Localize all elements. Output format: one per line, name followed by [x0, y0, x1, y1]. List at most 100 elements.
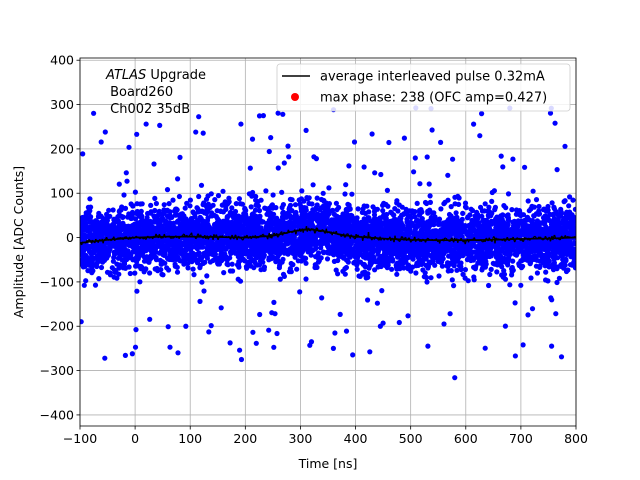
blue-data-point: [528, 275, 534, 281]
blue-data-point: [536, 228, 543, 234]
blue-data-point: [384, 187, 390, 193]
blue-data-point: [182, 205, 188, 211]
blue-data-point: [341, 220, 347, 226]
blue-data-point: [518, 282, 524, 288]
blue-data-point: [198, 244, 204, 250]
blue-data-point: [554, 167, 560, 173]
blue-data-point: [239, 201, 246, 207]
blue-data-point: [271, 344, 277, 350]
blue-data-point: [312, 207, 318, 213]
blue-data-point: [425, 343, 431, 349]
blue-data-point: [196, 217, 202, 223]
blue-data-point: [501, 245, 507, 251]
blue-data-point: [155, 219, 162, 225]
blue-data-point: [177, 154, 183, 160]
blue-data-point: [364, 203, 370, 209]
blue-data-point: [520, 257, 526, 263]
blue-data-point: [426, 181, 432, 187]
blue-data-point: [132, 189, 138, 195]
blue-data-point: [87, 196, 93, 202]
blue-data-point: [255, 199, 261, 205]
blue-data-point: [289, 197, 295, 203]
blue-data-point: [516, 212, 523, 218]
blue-data-point: [366, 265, 372, 271]
blue-data-point: [567, 194, 573, 200]
blue-data-point: [176, 193, 182, 200]
blue-data-point: [178, 213, 184, 219]
blue-data-point: [486, 282, 492, 289]
blue-data-point: [518, 218, 524, 224]
blue-data-point: [534, 270, 541, 276]
blue-data-point: [147, 316, 153, 322]
blue-data-point: [83, 210, 89, 216]
blue-data-point: [527, 261, 533, 267]
blue-data-point: [214, 256, 221, 262]
blue-data-point: [353, 249, 359, 255]
blue-data-point: [445, 172, 451, 178]
blue-data-point: [141, 243, 148, 249]
blue-data-point: [164, 239, 170, 245]
blue-data-point: [438, 206, 444, 212]
blue-data-point: [132, 344, 139, 350]
blue-data-point: [390, 251, 396, 257]
blue-data-point: [553, 311, 559, 317]
blue-data-point: [216, 261, 222, 267]
blue-data-point: [226, 195, 232, 201]
blue-data-point: [170, 257, 176, 263]
blue-data-point: [423, 253, 429, 259]
blue-data-point: [491, 188, 497, 194]
blue-data-point: [253, 243, 259, 249]
blue-data-point: [279, 189, 285, 195]
blue-data-point: [381, 220, 387, 227]
blue-data-point: [374, 300, 380, 306]
blue-data-point: [447, 311, 453, 317]
blue-data-point: [393, 262, 399, 268]
blue-data-point: [205, 193, 211, 199]
blue-data-point: [275, 225, 281, 231]
blue-data-point: [271, 299, 277, 305]
blue-data-point: [266, 255, 272, 261]
blue-data-point: [471, 264, 477, 270]
blue-data-point: [104, 222, 110, 228]
blue-data-point: [206, 329, 212, 335]
blue-data-point: [545, 203, 551, 210]
blue-data-point: [100, 230, 106, 236]
blue-data-point: [198, 182, 205, 188]
blue-data-point: [201, 220, 207, 226]
blue-data-point: [342, 266, 348, 272]
blue-data-point: [342, 271, 348, 277]
blue-data-point: [451, 283, 457, 289]
blue-data-point: [123, 170, 129, 176]
blue-data-point: [533, 197, 540, 203]
blue-data-point: [439, 263, 445, 269]
blue-data-point: [212, 221, 218, 228]
blue-data-point: [436, 273, 442, 279]
blue-data-point: [91, 110, 97, 116]
blue-data-point: [372, 170, 378, 176]
blue-data-point: [454, 267, 460, 273]
blue-data-point: [310, 248, 316, 254]
blue-data-point: [477, 133, 483, 139]
blue-data-point: [227, 340, 233, 346]
blue-data-point: [371, 212, 378, 218]
blue-data-point: [85, 268, 91, 274]
blue-data-point: [486, 208, 492, 214]
blue-data-point: [528, 249, 534, 255]
blue-data-point: [260, 113, 266, 119]
blue-data-point: [107, 272, 113, 278]
blue-data-point: [273, 205, 279, 211]
blue-data-point: [556, 275, 563, 281]
blue-data-point: [174, 269, 181, 275]
blue-data-point: [153, 254, 159, 261]
blue-data-point: [138, 214, 144, 221]
blue-data-point: [499, 264, 505, 270]
blue-data-point: [489, 198, 495, 204]
blue-data-point: [256, 113, 263, 119]
blue-data-point: [218, 305, 224, 311]
blue-data-point: [157, 122, 163, 128]
blue-data-point: [494, 214, 500, 220]
blue-data-point: [129, 209, 136, 215]
blue-data-point: [549, 297, 555, 303]
blue-data-point: [530, 188, 536, 194]
blue-data-point: [448, 219, 454, 225]
